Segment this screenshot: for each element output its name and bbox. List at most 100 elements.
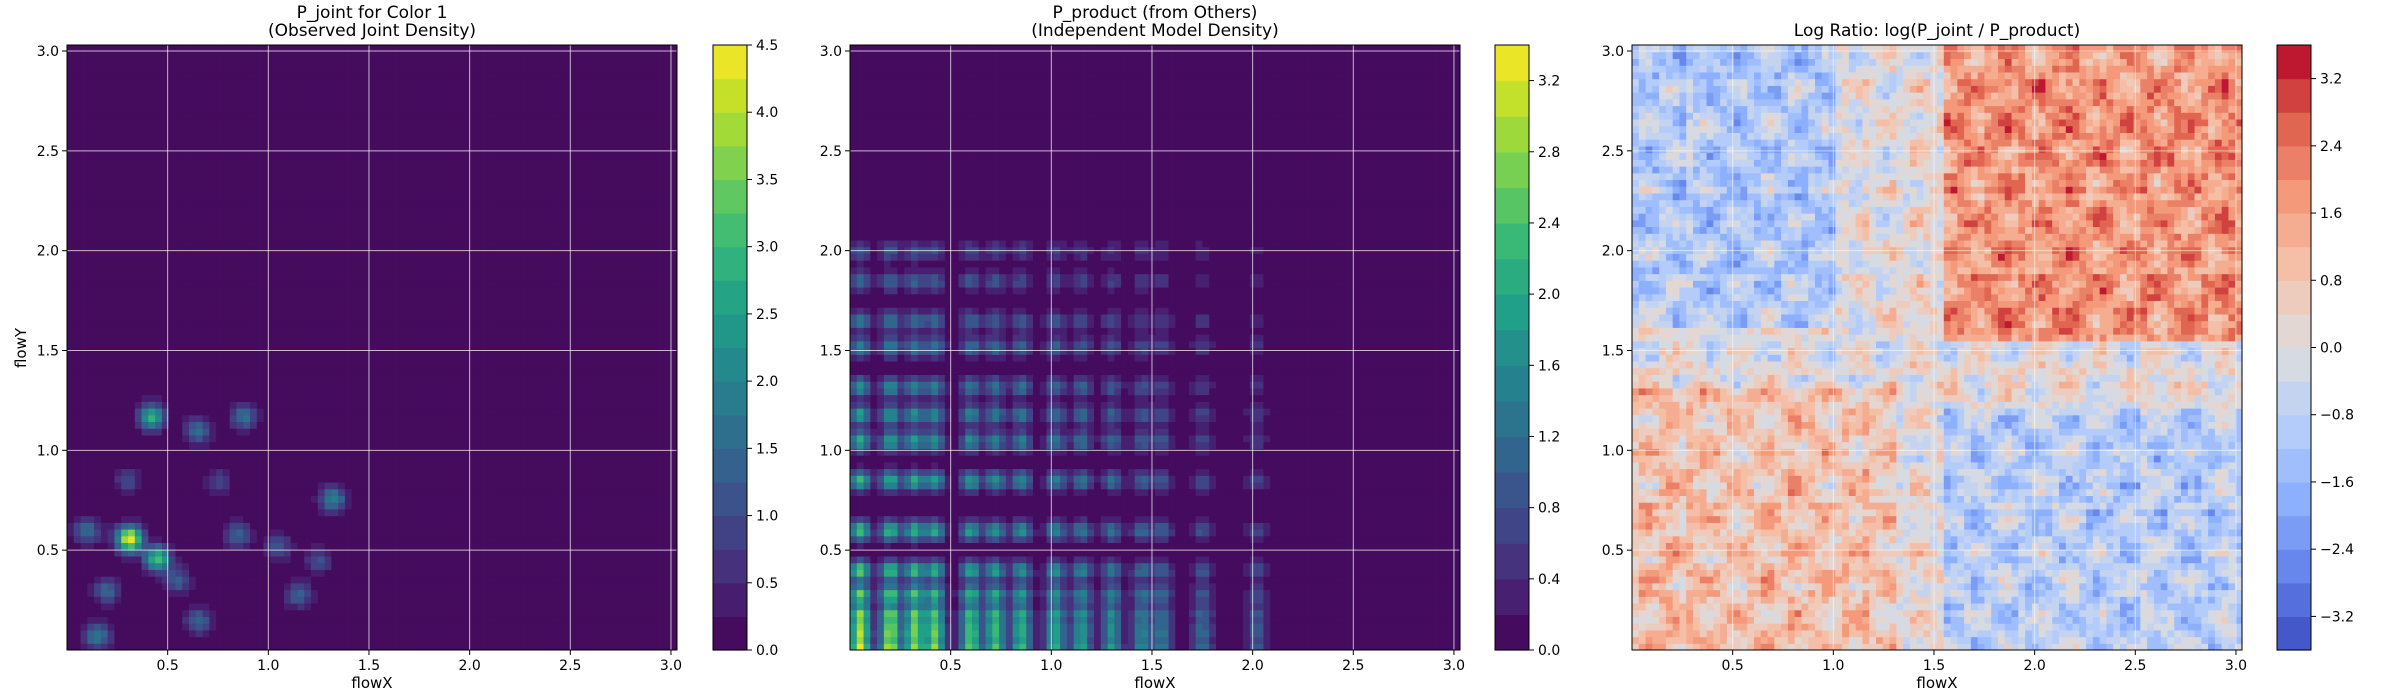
heat-cell bbox=[643, 340, 651, 349]
heat-cell bbox=[494, 461, 502, 470]
heat-cell bbox=[148, 629, 156, 638]
heat-cell bbox=[277, 434, 285, 443]
heat-cell bbox=[453, 414, 461, 423]
heat-cell bbox=[134, 428, 143, 436]
heat-cell bbox=[649, 555, 658, 564]
heat-cell bbox=[331, 562, 339, 570]
heat-cell bbox=[351, 542, 360, 550]
heat-cell bbox=[541, 535, 549, 544]
heat-cell bbox=[426, 360, 434, 369]
heat-cell bbox=[433, 408, 441, 416]
heat-cell bbox=[338, 300, 346, 308]
heat-cell bbox=[358, 340, 366, 349]
heat-cell bbox=[283, 629, 292, 638]
heat-cell bbox=[629, 334, 637, 342]
heat-cell bbox=[460, 468, 468, 476]
heat-cell bbox=[392, 623, 400, 631]
heat-cell bbox=[527, 313, 536, 322]
heat-cell bbox=[107, 555, 116, 564]
heat-cell bbox=[311, 468, 319, 476]
heat-cell bbox=[480, 522, 488, 530]
heat-cell bbox=[446, 307, 454, 315]
heat-cell bbox=[649, 602, 658, 611]
heat-cell bbox=[189, 401, 197, 409]
heat-cell bbox=[195, 300, 204, 308]
heat-cell bbox=[521, 475, 529, 483]
heat-cell bbox=[561, 455, 570, 463]
heat-cell bbox=[283, 609, 292, 617]
heat-cell bbox=[602, 582, 610, 591]
heat-cell bbox=[311, 522, 319, 530]
heat-cell bbox=[399, 481, 407, 490]
heat-cell bbox=[250, 468, 258, 476]
heat-cell bbox=[568, 387, 576, 396]
heat-cell bbox=[67, 374, 75, 382]
heat-cell bbox=[67, 582, 75, 591]
heat-cell bbox=[290, 481, 299, 490]
heat-cell bbox=[643, 428, 651, 436]
heat-cell bbox=[507, 401, 515, 409]
heat-cell bbox=[663, 455, 671, 463]
heat-cell bbox=[290, 576, 299, 584]
heat-cell bbox=[629, 320, 637, 328]
heat-cell bbox=[500, 327, 509, 335]
heat-cell bbox=[568, 307, 576, 315]
heat-cell bbox=[141, 582, 149, 591]
heat-cell bbox=[419, 562, 427, 570]
heat-cell bbox=[419, 596, 427, 604]
heat-cell bbox=[378, 360, 387, 369]
heat-cell bbox=[67, 502, 75, 510]
heat-cell bbox=[521, 287, 529, 295]
heat-cell bbox=[216, 468, 224, 476]
heat-cell bbox=[412, 293, 421, 302]
heat-cell bbox=[521, 569, 529, 577]
heat-cell bbox=[588, 347, 597, 355]
heat-cell bbox=[527, 623, 536, 631]
heat-cell bbox=[419, 616, 427, 624]
heat-cell bbox=[555, 468, 563, 476]
heat-cell bbox=[311, 421, 319, 429]
heat-cell bbox=[629, 387, 637, 396]
heat-cell bbox=[433, 502, 441, 510]
heat-cell bbox=[602, 347, 610, 355]
heat-cell bbox=[317, 340, 326, 349]
heat-cell bbox=[663, 434, 671, 443]
heat-cell bbox=[588, 488, 597, 496]
heat-cell bbox=[182, 602, 190, 611]
heat-cell bbox=[582, 307, 590, 315]
heat-cell bbox=[595, 448, 604, 456]
heat-cell bbox=[236, 468, 244, 476]
heat-cell bbox=[216, 569, 224, 577]
heat-cell bbox=[324, 596, 332, 604]
heat-cell bbox=[419, 602, 427, 611]
heat-cell bbox=[649, 434, 658, 443]
heat-cell bbox=[399, 562, 407, 570]
heat-cell bbox=[338, 360, 346, 369]
heat-cell bbox=[541, 468, 549, 476]
heat-cell bbox=[514, 529, 522, 537]
heat-cell bbox=[527, 569, 536, 577]
heat-cell bbox=[548, 313, 556, 322]
heat-cell bbox=[182, 522, 190, 530]
heat-cell bbox=[189, 347, 197, 355]
heat-cell bbox=[222, 643, 231, 650]
heat-cell bbox=[209, 461, 217, 470]
heat-cell bbox=[670, 602, 677, 611]
heat-cell bbox=[250, 515, 258, 523]
heat-cell bbox=[595, 394, 604, 402]
heat-cell bbox=[209, 616, 217, 624]
heat-cell bbox=[222, 287, 231, 295]
heat-cell bbox=[216, 643, 224, 650]
heat-cell bbox=[609, 293, 617, 302]
heat-cell bbox=[304, 596, 312, 604]
heat-cell bbox=[358, 347, 366, 355]
heat-cell bbox=[582, 495, 590, 503]
heat-cell bbox=[521, 381, 529, 389]
heat-cell bbox=[460, 609, 468, 617]
heat-cell bbox=[243, 529, 251, 537]
heat-cell bbox=[338, 542, 346, 550]
heat-cell bbox=[670, 354, 677, 362]
heat-cell bbox=[622, 629, 631, 638]
heat-cell bbox=[622, 414, 631, 423]
heat-cell bbox=[392, 347, 400, 355]
